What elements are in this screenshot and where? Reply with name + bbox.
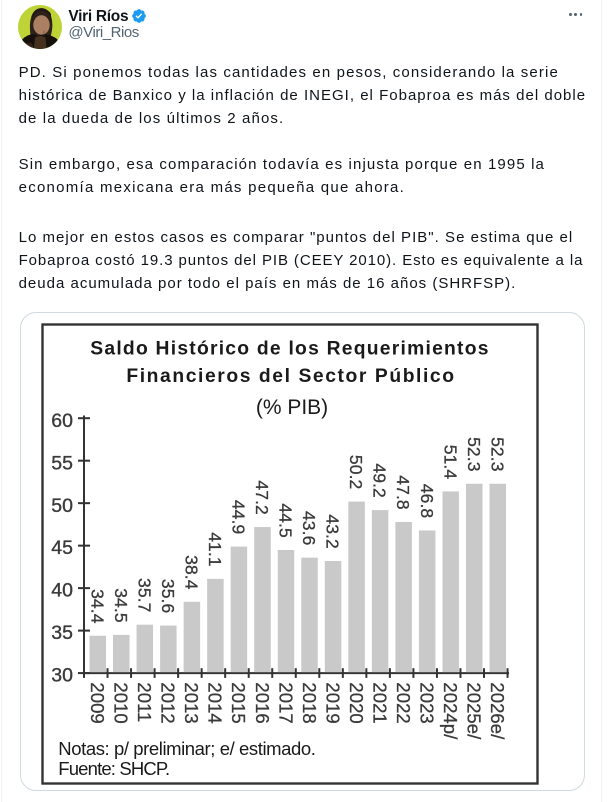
svg-text:34.4: 34.4	[87, 589, 107, 624]
svg-text:41.1: 41.1	[205, 532, 225, 566]
svg-text:45: 45	[51, 537, 73, 559]
svg-text:2010: 2010	[111, 682, 132, 723]
svg-text:35.6: 35.6	[158, 579, 178, 613]
svg-text:44.5: 44.5	[276, 503, 296, 537]
svg-text:2024p/: 2024p/	[440, 682, 461, 740]
svg-text:Saldo Histórico de los Requeri: Saldo Histórico de los Requerimientos	[90, 339, 489, 360]
svg-text:2014: 2014	[205, 682, 226, 723]
svg-text:2026e/: 2026e/	[487, 682, 508, 740]
svg-text:2023: 2023	[416, 682, 437, 723]
svg-text:2012: 2012	[158, 682, 179, 723]
svg-text:51.4: 51.4	[440, 445, 460, 480]
svg-text:2017: 2017	[275, 682, 296, 723]
svg-text:34.5: 34.5	[111, 588, 131, 622]
svg-text:2016: 2016	[252, 682, 273, 723]
svg-text:44.9: 44.9	[229, 500, 249, 534]
svg-text:43.2: 43.2	[323, 514, 343, 548]
svg-text:47.2: 47.2	[252, 480, 272, 514]
svg-text:40: 40	[51, 580, 73, 602]
svg-text:2025e/: 2025e/	[464, 682, 485, 740]
svg-text:Fuente: SHCP.: Fuente: SHCP.	[58, 758, 169, 779]
svg-text:2009: 2009	[87, 682, 108, 723]
svg-text:49.2: 49.2	[370, 463, 390, 497]
svg-text:(% PIB): (% PIB)	[256, 396, 328, 419]
svg-text:35: 35	[51, 622, 73, 644]
svg-text:2015: 2015	[228, 682, 249, 723]
svg-text:2022: 2022	[393, 682, 414, 723]
svg-text:50.2: 50.2	[346, 455, 366, 489]
svg-text:2020: 2020	[346, 682, 367, 723]
svg-text:Financieros del Sector Público: Financieros del Sector Público	[126, 366, 455, 387]
svg-text:50: 50	[51, 495, 73, 517]
svg-text:Notas: p/ preliminar; e/ estim: Notas: p/ preliminar; e/ estimado.	[58, 738, 315, 759]
svg-text:52.3: 52.3	[487, 437, 507, 471]
svg-text:46.8: 46.8	[417, 484, 437, 518]
svg-text:55: 55	[51, 452, 73, 474]
svg-text:35.7: 35.7	[134, 578, 154, 612]
svg-text:43.6: 43.6	[299, 511, 319, 545]
svg-text:52.3: 52.3	[464, 437, 484, 471]
svg-text:2013: 2013	[181, 682, 202, 723]
svg-text:30: 30	[51, 665, 73, 687]
svg-text:38.4: 38.4	[181, 555, 201, 590]
svg-text:60: 60	[51, 410, 73, 432]
svg-text:2018: 2018	[299, 682, 320, 723]
svg-text:47.8: 47.8	[393, 475, 413, 509]
svg-text:2011: 2011	[134, 682, 155, 722]
svg-text:2019: 2019	[322, 682, 343, 723]
svg-text:2021: 2021	[369, 682, 390, 723]
